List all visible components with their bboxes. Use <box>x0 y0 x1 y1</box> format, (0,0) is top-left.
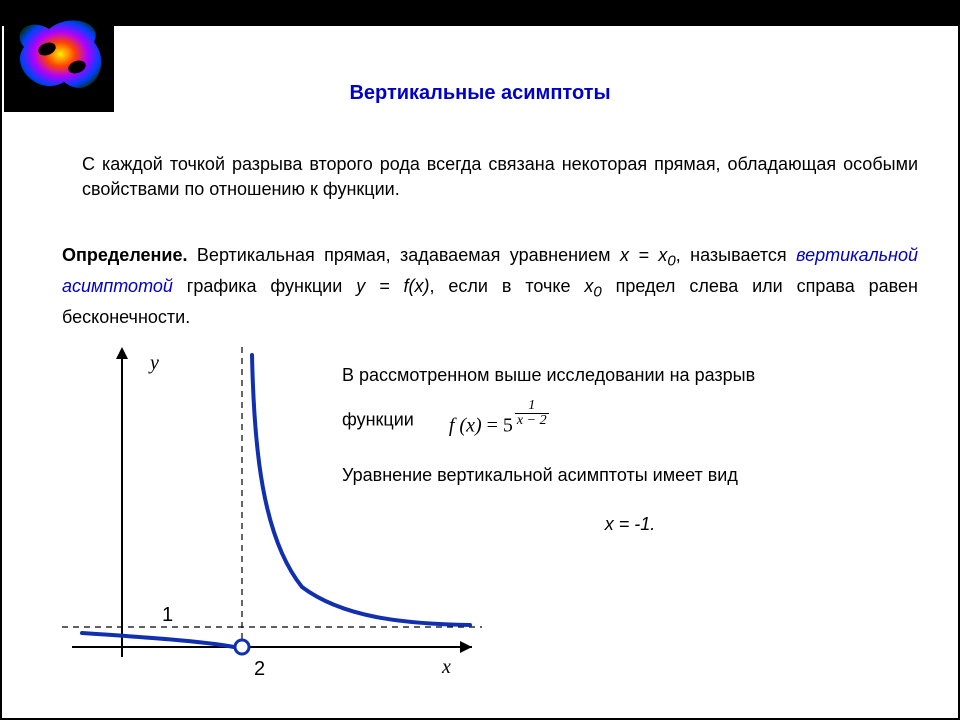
definition-text: Определение. Вертикальная прямая, задава… <box>62 242 918 331</box>
def-sub0: 0 <box>667 253 675 270</box>
rtext-line1: В рассмотренном выше исследовании на раз… <box>342 360 918 391</box>
right-text-block: В рассмотренном выше исследовании на раз… <box>342 360 918 539</box>
formula: f (x) = 51x − 2 <box>449 399 549 443</box>
formula-base: 5 <box>503 414 513 436</box>
rtext-eqn: x = -1. <box>342 509 918 540</box>
formula-eq: = <box>487 414 503 436</box>
def-eq1: x = x <box>620 245 667 265</box>
formula-exp-num: 1 <box>515 399 549 413</box>
svg-text:y: y <box>148 352 159 374</box>
formula-exp-den: x − 2 <box>515 413 549 428</box>
top-bar <box>2 2 958 26</box>
page-title: Вертикальные асимптоты <box>2 82 958 105</box>
def-p1: Вертикальная прямая, задаваемая уравнени… <box>187 245 619 265</box>
rtext-line3: Уравнение вертикальной асимптоты имеет в… <box>342 460 918 491</box>
svg-text:x: x <box>441 656 451 678</box>
formula-lhs: f (x) <box>449 414 482 436</box>
def-eq2: y = f(x) <box>356 276 429 296</box>
slide: Вертикальные асимптоты С каждой точкой р… <box>0 0 960 720</box>
logo-icon <box>4 2 114 112</box>
rtext-line2a: функции <box>342 409 414 429</box>
intro-text: С каждой точкой разрыва второго рода все… <box>82 152 918 202</box>
def-p4: , если в точке <box>430 276 585 296</box>
svg-text:1: 1 <box>162 604 173 626</box>
def-p2: , называется <box>676 245 796 265</box>
svg-text:2: 2 <box>254 658 265 680</box>
definition-label: Определение. <box>62 245 187 265</box>
def-x0-sub: 0 <box>593 284 601 301</box>
def-p3: графика функции <box>173 276 356 296</box>
formula-exponent: 1x − 2 <box>515 399 549 428</box>
